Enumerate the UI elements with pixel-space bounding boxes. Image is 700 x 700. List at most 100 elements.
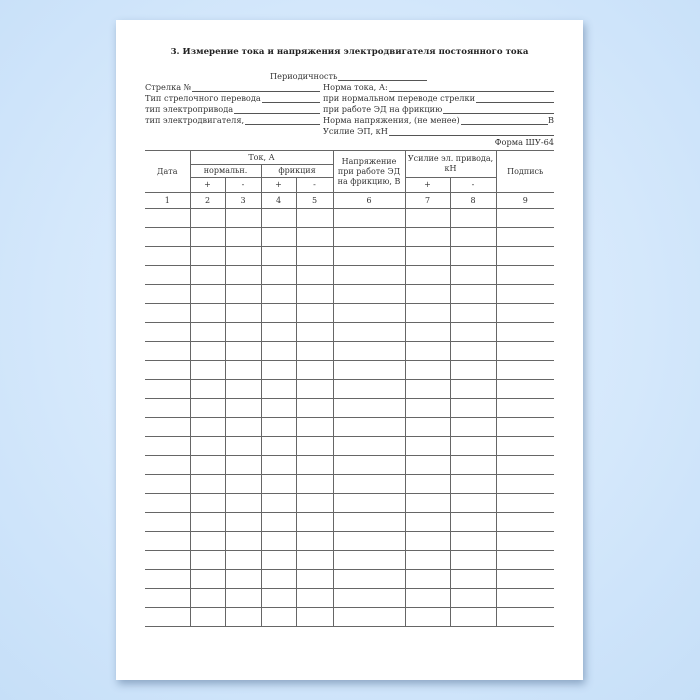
- table-cell[interactable]: [295, 341, 334, 361]
- table-cell[interactable]: [495, 607, 554, 627]
- table-cell[interactable]: [145, 341, 191, 361]
- table-cell[interactable]: [224, 208, 262, 228]
- table-cell[interactable]: [260, 303, 297, 323]
- table-cell[interactable]: [332, 493, 406, 513]
- table-cell[interactable]: [495, 455, 554, 475]
- table-cell[interactable]: [145, 512, 191, 532]
- table-cell[interactable]: [495, 417, 554, 437]
- table-cell[interactable]: [224, 265, 262, 285]
- table-cell[interactable]: [404, 512, 451, 532]
- table-cell[interactable]: [404, 322, 451, 342]
- table-cell[interactable]: [495, 284, 554, 304]
- table-cell[interactable]: [145, 208, 191, 228]
- table-cell[interactable]: [189, 531, 226, 551]
- table-cell[interactable]: [224, 474, 262, 494]
- table-cell[interactable]: [404, 607, 451, 627]
- table-cell[interactable]: [495, 398, 554, 418]
- table-cell[interactable]: [224, 550, 262, 570]
- table-cell[interactable]: [145, 398, 191, 418]
- table-cell[interactable]: [332, 512, 406, 532]
- table-cell[interactable]: [189, 417, 226, 437]
- table-cell[interactable]: [295, 246, 334, 266]
- table-cell[interactable]: [449, 379, 497, 399]
- table-cell[interactable]: [495, 569, 554, 589]
- table-cell[interactable]: [495, 588, 554, 608]
- table-cell[interactable]: [145, 322, 191, 342]
- table-cell[interactable]: [404, 493, 451, 513]
- table-cell[interactable]: [224, 360, 262, 380]
- table-cell[interactable]: [404, 265, 451, 285]
- table-cell[interactable]: [145, 569, 191, 589]
- table-cell[interactable]: [189, 436, 226, 456]
- table-cell[interactable]: [145, 436, 191, 456]
- table-cell[interactable]: [295, 227, 334, 247]
- table-cell[interactable]: [404, 341, 451, 361]
- table-cell[interactable]: [332, 569, 406, 589]
- table-cell[interactable]: [404, 284, 451, 304]
- table-cell[interactable]: [260, 322, 297, 342]
- table-cell[interactable]: [332, 607, 406, 627]
- table-cell[interactable]: [260, 246, 297, 266]
- table-cell[interactable]: [145, 417, 191, 437]
- table-cell[interactable]: [189, 322, 226, 342]
- table-cell[interactable]: [495, 474, 554, 494]
- table-cell[interactable]: [189, 588, 226, 608]
- table-cell[interactable]: [404, 455, 451, 475]
- table-cell[interactable]: [449, 436, 497, 456]
- table-cell[interactable]: [295, 284, 334, 304]
- table-cell[interactable]: [295, 569, 334, 589]
- table-cell[interactable]: [332, 474, 406, 494]
- table-cell[interactable]: [449, 246, 497, 266]
- table-cell[interactable]: [189, 341, 226, 361]
- table-cell[interactable]: [332, 227, 406, 247]
- table-cell[interactable]: [404, 360, 451, 380]
- table-cell[interactable]: [189, 265, 226, 285]
- table-cell[interactable]: [189, 398, 226, 418]
- table-cell[interactable]: [295, 474, 334, 494]
- table-cell[interactable]: [145, 493, 191, 513]
- table-cell[interactable]: [332, 531, 406, 551]
- table-cell[interactable]: [332, 246, 406, 266]
- table-cell[interactable]: [224, 569, 262, 589]
- table-cell[interactable]: [189, 607, 226, 627]
- table-cell[interactable]: [145, 246, 191, 266]
- table-cell[interactable]: [260, 474, 297, 494]
- table-cell[interactable]: [495, 550, 554, 570]
- table-cell[interactable]: [189, 379, 226, 399]
- table-cell[interactable]: [224, 227, 262, 247]
- table-cell[interactable]: [404, 303, 451, 323]
- table-cell[interactable]: [449, 569, 497, 589]
- table-cell[interactable]: [495, 531, 554, 551]
- table-cell[interactable]: [332, 265, 406, 285]
- table-cell[interactable]: [449, 550, 497, 570]
- table-cell[interactable]: [189, 246, 226, 266]
- table-cell[interactable]: [224, 436, 262, 456]
- table-cell[interactable]: [404, 550, 451, 570]
- table-cell[interactable]: [495, 493, 554, 513]
- table-cell[interactable]: [495, 322, 554, 342]
- table-cell[interactable]: [295, 208, 334, 228]
- table-cell[interactable]: [224, 493, 262, 513]
- table-cell[interactable]: [145, 588, 191, 608]
- table-cell[interactable]: [332, 417, 406, 437]
- table-cell[interactable]: [145, 607, 191, 627]
- table-cell[interactable]: [495, 208, 554, 228]
- table-cell[interactable]: [295, 493, 334, 513]
- table-cell[interactable]: [332, 322, 406, 342]
- table-cell[interactable]: [295, 531, 334, 551]
- table-cell[interactable]: [145, 531, 191, 551]
- table-cell[interactable]: [145, 303, 191, 323]
- table-cell[interactable]: [449, 417, 497, 437]
- table-cell[interactable]: [449, 398, 497, 418]
- table-cell[interactable]: [332, 436, 406, 456]
- table-cell[interactable]: [404, 227, 451, 247]
- table-cell[interactable]: [495, 227, 554, 247]
- table-cell[interactable]: [189, 455, 226, 475]
- table-cell[interactable]: [260, 493, 297, 513]
- table-cell[interactable]: [260, 341, 297, 361]
- table-cell[interactable]: [449, 284, 497, 304]
- table-cell[interactable]: [404, 417, 451, 437]
- table-cell[interactable]: [224, 246, 262, 266]
- table-cell[interactable]: [224, 322, 262, 342]
- table-cell[interactable]: [495, 512, 554, 532]
